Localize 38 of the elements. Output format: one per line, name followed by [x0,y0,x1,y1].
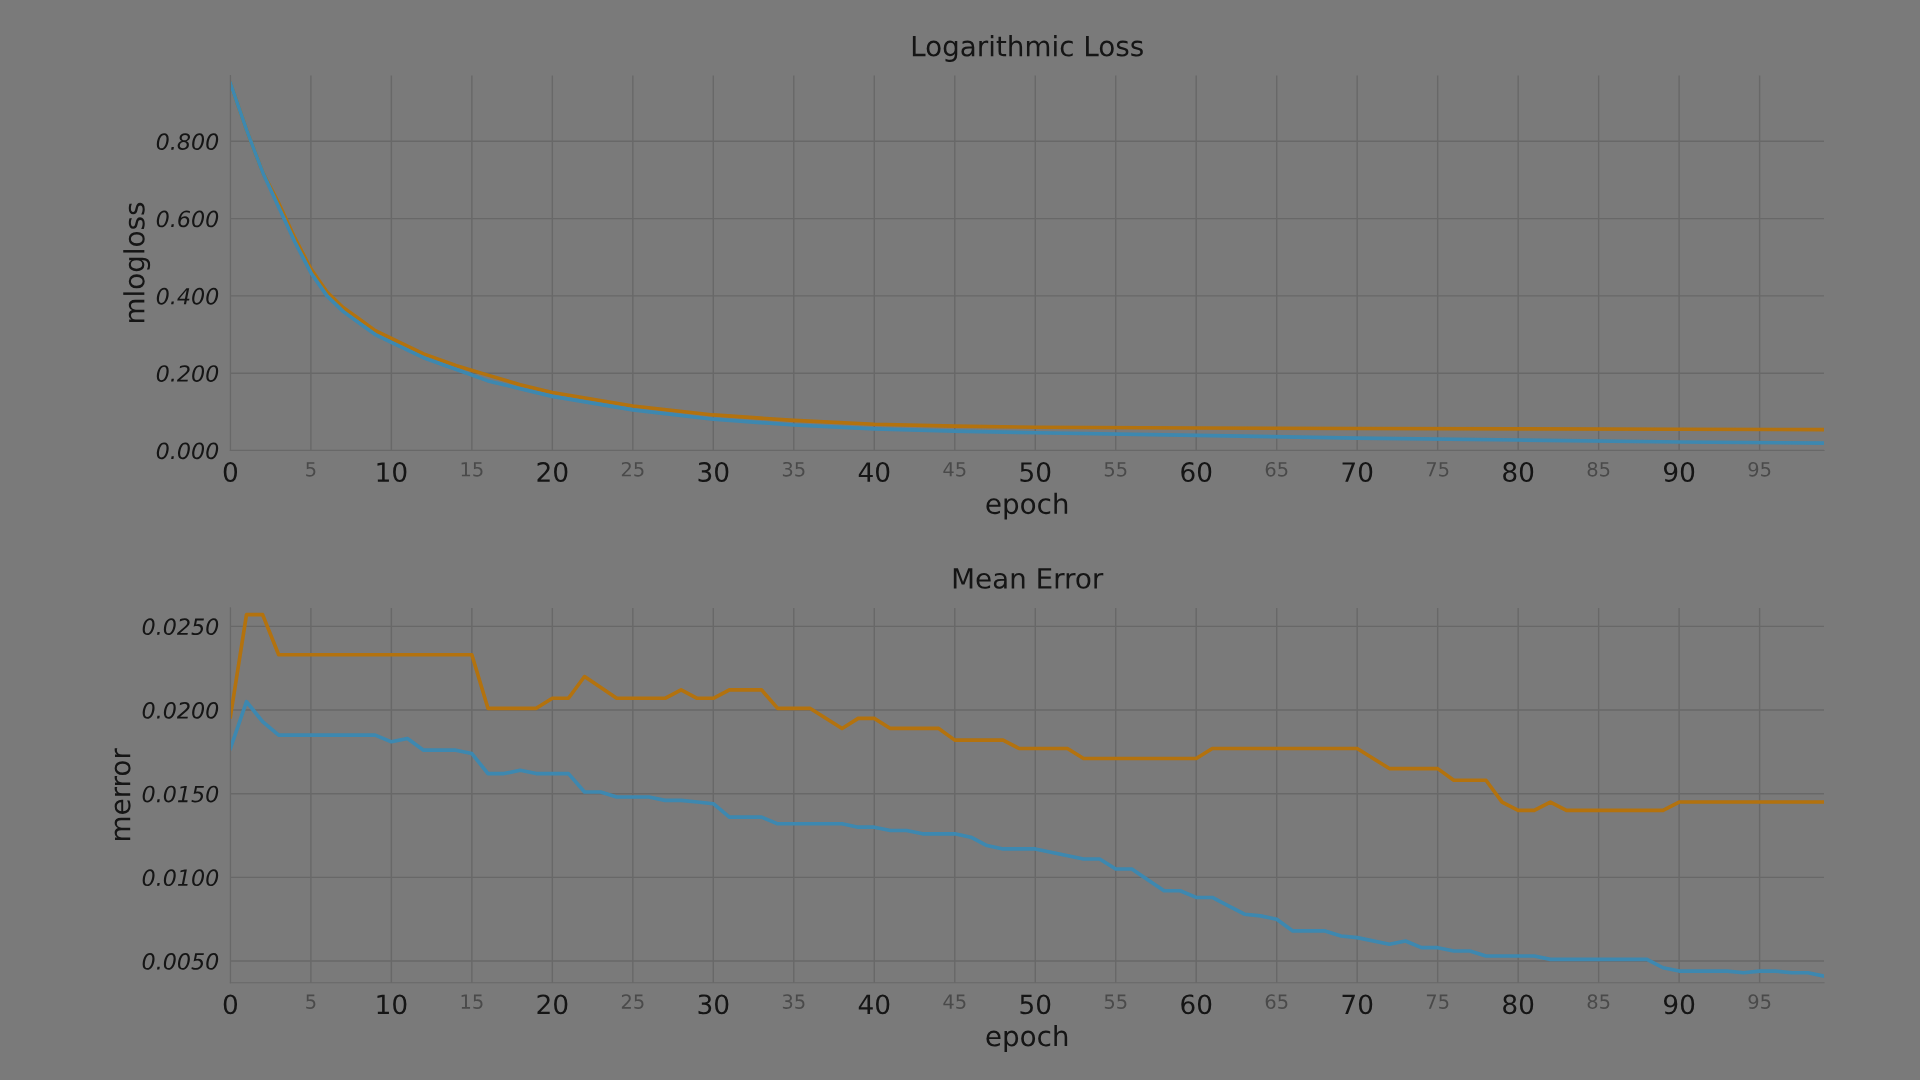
y-tick-label: 0.0250 [142,618,219,636]
x-tick-label: 50 [1020,462,1051,483]
y-tick-label: 0.000 [156,442,219,460]
x-tick-label: 40 [858,994,890,1015]
x-tick-label: 70 [1342,994,1373,1015]
x-axis-title: epoch [986,492,1068,520]
x-tick-label: 20 [537,994,568,1015]
x-tick-label: 0 [223,462,238,483]
chart-title: Mean Error [953,568,1104,589]
x-tick-label: 40 [858,462,890,483]
y-axis-title: merror [114,748,131,840]
x-tick-label: 50 [1020,994,1051,1015]
x-tick-label: 90 [1664,994,1695,1015]
x-tick-label: 80 [1503,462,1534,483]
y-tick-label: 0.400 [156,287,219,305]
y-axis-title: mlogloss [123,202,151,323]
line-series [230,699,1824,978]
x-tick-label: 90 [1664,462,1695,483]
x-tick-label: 20 [537,462,568,483]
x-tick-label: 0 [223,994,238,1015]
y-tick-label: 0.800 [156,133,219,151]
x-tick-label: 80 [1503,994,1534,1015]
x-tick-label: 10 [377,994,407,1015]
x-tick-label: 60 [1181,994,1212,1015]
chart-title: Logarithmic Loss [912,35,1143,62]
y-tick-label: 0.0200 [142,701,219,719]
y-tick-label: 0.0150 [142,785,219,803]
y-tick-label: 0.0050 [142,952,219,970]
x-tick-label: 70 [1342,462,1373,483]
x-tick-label: 60 [1181,462,1212,483]
y-tick-label: 0.600 [156,210,219,228]
x-tick-label: 30 [698,994,729,1015]
y-tick-label: 0.200 [156,365,219,382]
x-axis-title: epoch [986,1025,1068,1052]
y-tick-label: 0.0100 [142,869,219,887]
x-tick-label: 30 [698,462,729,483]
line-series [230,612,1824,813]
x-tick-label: 10 [377,462,407,483]
